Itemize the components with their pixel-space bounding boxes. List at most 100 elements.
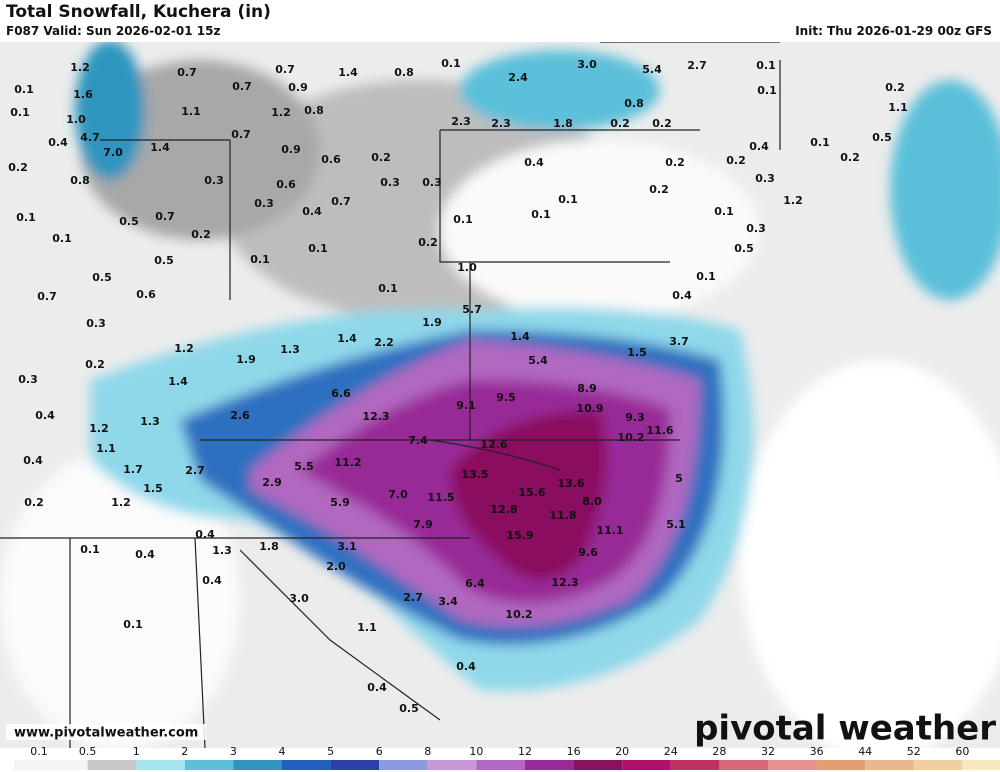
snow-amount-label: 1.2 <box>111 496 131 509</box>
snow-field <box>0 42 1000 748</box>
colorbar-swatch <box>719 760 768 770</box>
snow-amount-label: 11.6 <box>646 424 673 437</box>
snow-amount-label: 0.2 <box>24 496 44 509</box>
snow-amount-label: 0.7 <box>331 195 351 208</box>
snow-amount-label: 0.3 <box>755 172 775 185</box>
snow-amount-label: 0.1 <box>531 208 551 221</box>
snow-amount-label: 11.2 <box>334 456 361 469</box>
snow-amount-label: 0.3 <box>204 174 224 187</box>
snow-amount-label: 7.9 <box>413 518 433 531</box>
snow-amount-label: 0.8 <box>70 174 90 187</box>
snow-amount-label: 10.9 <box>576 402 603 415</box>
snow-amount-label: 1.3 <box>280 343 300 356</box>
snow-amount-label: 0.2 <box>665 156 685 169</box>
colorbar-label: 1 <box>133 745 140 758</box>
colorbar-swatch <box>136 760 185 770</box>
colorbar-label: 52 <box>907 745 921 758</box>
colorbar: 0.1 0.5 1 2 3 4 5 6 8 10 12 16 20 24 28 32 36 44 52 60 <box>14 745 1000 770</box>
snow-amount-label: 0.1 <box>714 205 734 218</box>
snow-amount-label: 0.5 <box>154 254 174 267</box>
snow-amount-label: 8.9 <box>577 382 597 395</box>
snow-amount-label: 9.5 <box>496 391 516 404</box>
snow-amount-label: 5.9 <box>330 496 350 509</box>
colorbar-label: 3 <box>230 745 237 758</box>
snow-amount-label: 0.7 <box>232 80 252 93</box>
snow-amount-label: 1.5 <box>143 482 163 495</box>
snow-amount-label: 1.9 <box>422 316 442 329</box>
colorbar-swatch <box>330 760 380 770</box>
snow-amount-label: 0.1 <box>10 106 30 119</box>
snow-amount-label: 0.4 <box>35 409 55 422</box>
snow-amount-label: 7.4 <box>408 434 428 447</box>
snow-amount-label: 1.3 <box>212 544 232 557</box>
snow-amount-label: 0.2 <box>840 151 860 164</box>
colorbar-swatch <box>913 760 963 770</box>
colorbar-label: 8 <box>424 745 431 758</box>
snow-amount-label: 1.4 <box>510 330 530 343</box>
snow-amount-label: 2.7 <box>185 464 205 477</box>
snow-amount-label: 2.0 <box>326 560 346 573</box>
colorbar-swatch <box>573 760 623 770</box>
snow-amount-label: 1.1 <box>357 621 377 634</box>
colorbar-label: 60 <box>955 745 969 758</box>
snow-amount-label: 0.1 <box>52 232 72 245</box>
snow-amount-label: 0.1 <box>308 242 328 255</box>
snow-amount-label: 0.3 <box>18 373 38 386</box>
colorbar-swatch <box>525 760 574 770</box>
colorbar-label: 0.1 <box>30 745 48 758</box>
snow-amount-label: 0.1 <box>441 57 461 70</box>
init-time: Init: Thu 2026-01-29 00z GFS <box>795 24 992 38</box>
snow-amount-label: 0.1 <box>123 618 143 631</box>
snow-amount-label: 0.1 <box>250 253 270 266</box>
snow-amount-label: 0.4 <box>302 205 322 218</box>
snow-amount-label: 1.7 <box>123 463 143 476</box>
snow-amount-label: 1.2 <box>89 422 109 435</box>
snow-amount-label: 0.9 <box>288 81 308 94</box>
colorbar-swatch <box>670 760 720 770</box>
colorbar-label: 2 <box>181 745 188 758</box>
colorbar-swatch <box>379 760 428 770</box>
colorbar-label: 20 <box>615 745 629 758</box>
snow-amount-label: 12.3 <box>551 576 578 589</box>
map-title: Total Snowfall, Kuchera (in) <box>6 2 271 22</box>
snow-amount-label: 11.8 <box>549 509 576 522</box>
snow-amount-label: 0.7 <box>37 290 57 303</box>
colorbar-swatch <box>87 760 137 770</box>
snow-amount-label: 0.1 <box>696 270 716 283</box>
snow-amount-label: 1.6 <box>73 88 93 101</box>
snow-amount-label: 0.4 <box>202 574 222 587</box>
snow-amount-label: 3.0 <box>577 58 597 71</box>
snow-amount-label: 0.5 <box>92 271 112 284</box>
snow-amount-label: 0.1 <box>453 213 473 226</box>
snow-amount-label: 1.1 <box>96 442 116 455</box>
colorbar-swatch <box>427 760 477 770</box>
snow-amount-label: 7.0 <box>388 488 408 501</box>
colorbar-label: 0.5 <box>79 745 97 758</box>
snow-amount-label: 0.1 <box>810 136 830 149</box>
snow-amount-label: 0.6 <box>276 178 296 191</box>
snow-amount-label: 1.9 <box>236 353 256 366</box>
colorbar-label: 5 <box>327 745 334 758</box>
colorbar-label: 44 <box>858 745 872 758</box>
snow-amount-label: 0.1 <box>757 84 777 97</box>
snow-amount-label: 0.1 <box>756 59 776 72</box>
snow-amount-label: 0.2 <box>85 358 105 371</box>
snow-amount-label: 6.6 <box>331 387 351 400</box>
snow-amount-label: 3.4 <box>438 595 458 608</box>
snow-amount-label: 0.5 <box>734 242 754 255</box>
colorbar-label: 24 <box>664 745 678 758</box>
snow-amount-label: 1.1 <box>181 105 201 118</box>
snow-amount-label: 9.1 <box>456 399 476 412</box>
valid-time: F087 Valid: Sun 2026-02-01 15z <box>6 24 221 38</box>
snow-amount-label: 0.4 <box>135 548 155 561</box>
snow-amount-label: 2.9 <box>262 476 282 489</box>
snow-amount-label: 2.7 <box>403 591 423 604</box>
snow-amount-label: 0.2 <box>652 117 672 130</box>
snow-amount-label: 1.4 <box>168 375 188 388</box>
colorbar-swatch <box>282 760 331 770</box>
snow-amount-label: 0.2 <box>371 151 391 164</box>
snow-amount-label: 0.8 <box>394 66 414 79</box>
snow-amount-label: 0.3 <box>254 197 274 210</box>
